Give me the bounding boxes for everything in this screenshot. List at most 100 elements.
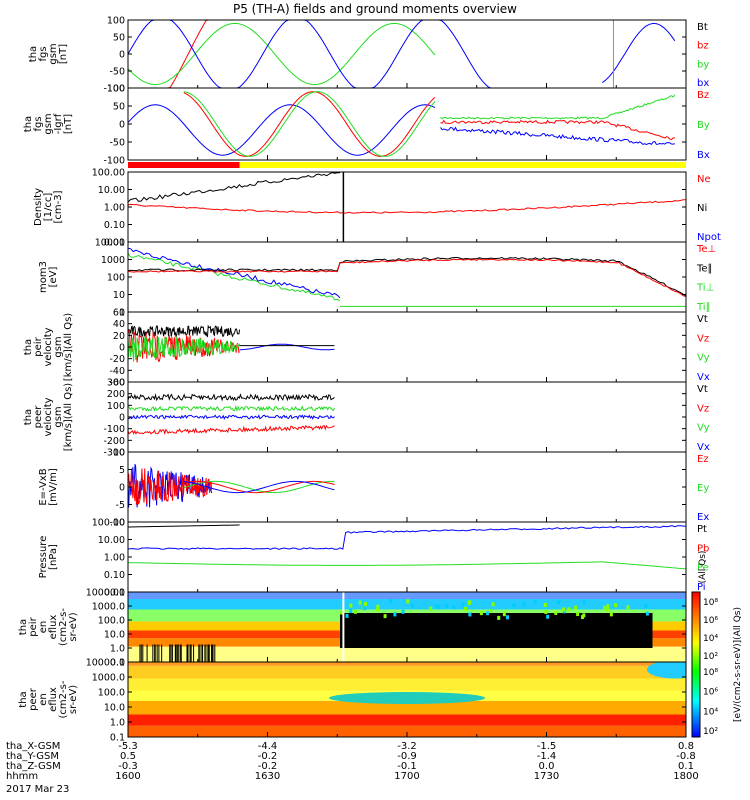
y-tick-label: 10000.0 — [86, 658, 125, 669]
legend-item: Vy — [697, 423, 710, 434]
legend-item: Vx — [697, 372, 710, 383]
y-axis-label: peir — [28, 616, 39, 636]
y-tick-label: 10.00 — [98, 535, 125, 546]
series-line — [183, 480, 335, 494]
time-axis-value: -1.4 — [537, 751, 557, 762]
time-axis-row-label: tha_Y-GSM — [6, 751, 59, 762]
time-axis-value: -1.5 — [537, 741, 557, 752]
y-tick-label: 1.00 — [104, 553, 125, 564]
time-axis-value: -0.1 — [397, 761, 417, 772]
y-axis-label: eflux — [48, 687, 59, 712]
y-tick-label: 1000.0 — [92, 673, 125, 684]
y-tick-label: 10.0 — [104, 703, 125, 714]
y-axis-label: tha — [18, 619, 29, 635]
y-tick-label: -60 — [109, 378, 125, 389]
colorbar-tick: 10⁸ — [703, 598, 718, 608]
y-tick-label: 5 — [119, 465, 125, 476]
legend-item: Npot — [697, 232, 721, 243]
y-tick-label: -50 — [109, 138, 125, 149]
panel-frame — [127, 171, 687, 243]
y-tick-label: -200 — [103, 436, 125, 447]
y-tick-label: 100.00 — [92, 168, 125, 179]
panel-p9: tha peir en eflux (cm2-s-sr-eV) 10000.0 1000.0… — [18, 588, 687, 669]
y-tick-label: 100 — [107, 16, 125, 27]
y-tick-label: -300 — [103, 448, 125, 459]
series-line — [183, 480, 335, 494]
legend-item: by — [697, 59, 709, 70]
series-line — [183, 91, 436, 157]
y-axis-label: gsm — [53, 336, 64, 357]
series-line — [128, 404, 335, 412]
series-line — [128, 424, 335, 436]
y-tick-label: 100.0 — [98, 616, 125, 627]
y-tick-label: 100.0 — [98, 688, 125, 699]
y-axis-label: gsm — [53, 406, 64, 427]
y-axis-label: gsm — [43, 113, 54, 134]
y-tick-label: 1.0 — [110, 644, 125, 655]
y-axis-label: [km/s](All Qs) — [63, 383, 74, 451]
y-tick-label: -100 — [103, 84, 125, 95]
colorbar-label: [eV/(cm2-s-sr-eV)](All Qs) — [733, 607, 743, 722]
series-line — [128, 20, 262, 88]
y-tick-label: 10.00 — [98, 185, 125, 196]
y-axis-label: [km/s](All Qs) — [63, 313, 74, 381]
y-axis-label: [mV/m] — [48, 468, 59, 506]
time-axis-row-label: tha_Z-GSM — [6, 761, 61, 772]
series-line — [128, 20, 491, 88]
y-tick-label: 100 — [107, 401, 125, 412]
y-axis-label: peer — [33, 405, 44, 429]
spectrogram-band — [128, 725, 686, 737]
y-tick-label: -100 — [103, 424, 125, 435]
y-axis-label: [eV] — [48, 267, 59, 288]
y-tick-label: 0.10 — [104, 570, 125, 581]
time-axis-value: -0.9 — [397, 751, 417, 762]
y-tick-label: 0 — [119, 343, 125, 354]
legend-item: Vt — [697, 384, 708, 395]
y-axis-label: [1/cc] — [43, 193, 54, 222]
y-tick-label: 10 — [113, 290, 125, 301]
bar-segment — [239, 162, 686, 168]
time-axis-value: -5.3 — [118, 741, 138, 752]
legend-item: Te⊥ — [696, 244, 716, 255]
time-axis-value: -0.2 — [258, 751, 278, 762]
time-axis-value: 0.8 — [678, 741, 694, 752]
y-tick-label: 1000.0 — [92, 602, 125, 613]
series-line — [128, 525, 686, 550]
spectrogram-band — [128, 714, 686, 726]
y-axis-label: (cm2-s- — [58, 680, 69, 718]
time-axis-row-label: tha_X-GSM — [6, 741, 60, 752]
colorbar-tick: 10⁴ — [703, 707, 718, 717]
y-tick-label: -50 — [109, 67, 125, 78]
series-line — [128, 172, 341, 203]
panel-frame — [127, 87, 687, 161]
bar-segment — [128, 162, 240, 168]
panel-bar — [128, 162, 686, 168]
y-tick-label: 100.00 — [92, 518, 125, 529]
series-line — [128, 468, 213, 505]
y-tick-label: -100 — [103, 156, 125, 167]
legend-item: Pi — [697, 582, 706, 593]
spectrogram-band — [128, 665, 686, 679]
spectrogram-band — [128, 701, 686, 715]
y-tick-label: 0.10 — [104, 220, 125, 231]
date-label: 2017 Mar 23 — [6, 784, 69, 795]
colorbar-tick: 10⁶ — [703, 688, 718, 698]
y-axis-label: sr-eV) — [68, 612, 79, 641]
series-line — [128, 524, 240, 528]
time-axis-value: 1600 — [115, 771, 140, 782]
panel-p8: Pressure [nPa] 100.00 10.00 1.00 0.10 0.01 Pt Pb… — [38, 518, 709, 599]
y-tick-label: 1.00 — [104, 203, 125, 214]
legend-item: Pb — [697, 543, 709, 554]
series-line — [128, 414, 335, 420]
y-axis-label: fgs — [33, 116, 44, 131]
y-tick-label: 10000 — [95, 238, 125, 249]
plot-title: P5 (TH-A) fields and ground moments over… — [233, 2, 517, 16]
series-line — [183, 480, 335, 494]
time-axis-value: 1730 — [534, 771, 559, 782]
y-tick-label: 300 — [107, 378, 125, 389]
y-tick-label: 50 — [113, 102, 125, 113]
spectrogram-band — [128, 599, 686, 610]
legend-item: Ni — [697, 203, 707, 214]
